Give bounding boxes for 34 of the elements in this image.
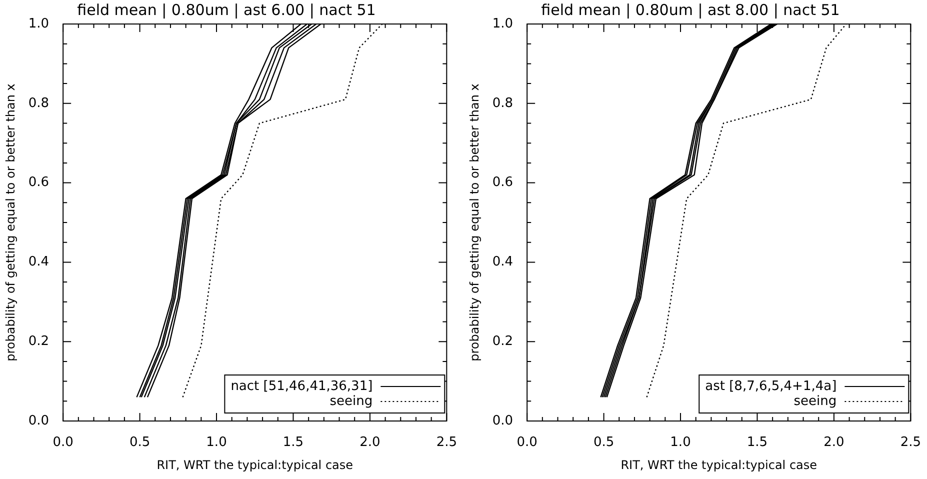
y-tick-label: 0.6: [28, 175, 50, 190]
legend-label: nact [51,46,41,36,31]: [230, 378, 373, 394]
y-axis-title: probability of getting equal to or better than x: [3, 84, 18, 362]
x-tick-label: 1.5: [282, 435, 304, 450]
legend-label: seeing: [330, 394, 373, 409]
y-tick-label: 1.0: [492, 16, 514, 32]
x-tick-label: 2.5: [900, 435, 922, 450]
y-tick-label: 0.4: [492, 254, 514, 270]
legend-label: seeing: [794, 394, 837, 409]
y-tick-label: 0.0: [492, 413, 514, 428]
x-axis-title: RIT, WRT the typical:typical case: [620, 458, 818, 472]
x-tick-label: 2.0: [360, 435, 380, 450]
y-tick-label: 0.8: [492, 96, 514, 111]
x-tick-label: 0.5: [593, 435, 614, 450]
chart-title: field mean | 0.80um | ast 8.00 | nact 51: [541, 0, 840, 19]
x-tick-label: 1.5: [746, 435, 768, 450]
chart-title: field mean | 0.80um | ast 6.00 | nact 51: [77, 0, 376, 19]
x-tick-label: 0.5: [129, 435, 150, 450]
y-tick-label: 0.2: [492, 334, 514, 349]
x-tick-label: 0.0: [516, 435, 538, 450]
y-tick-label: 0.4: [28, 254, 50, 270]
y-tick-label: 1.0: [28, 16, 50, 32]
y-tick-label: 0.6: [492, 175, 514, 190]
x-tick-label: 1.0: [206, 435, 227, 450]
y-tick-label: 0.2: [28, 334, 50, 349]
legend-label: ast [8,7,6,5,4+1,4a]: [705, 378, 837, 394]
x-tick-label: 2.0: [824, 435, 844, 450]
y-tick-label: 0.8: [28, 96, 50, 111]
x-axis-title: RIT, WRT the typical:typical case: [156, 458, 354, 472]
y-tick-label: 0.0: [28, 413, 50, 428]
x-tick-label: 2.5: [436, 435, 458, 450]
x-tick-label: 1.0: [670, 435, 691, 450]
x-tick-label: 0.0: [52, 435, 74, 450]
y-axis-title: probability of getting equal to or better than x: [467, 84, 482, 362]
